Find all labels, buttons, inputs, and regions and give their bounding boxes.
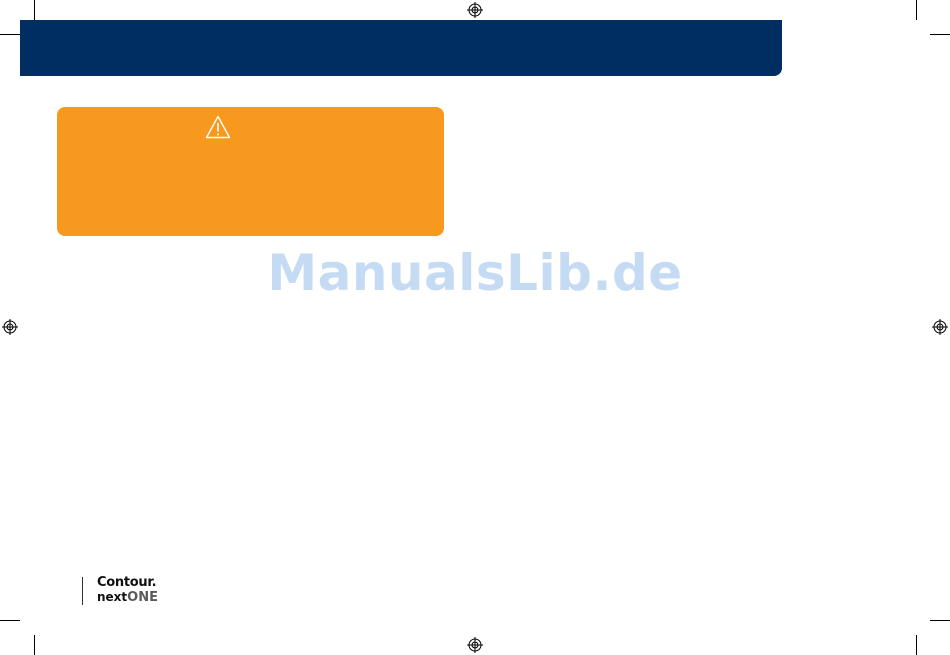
header-band [20,20,782,76]
crop-mark-bottom-left [34,635,35,655]
registration-mark-icon [2,319,18,335]
logo-next-text: next [97,590,128,604]
logo-contour-text: Contour. [97,575,157,590]
crop-mark-bottom-right [916,635,917,655]
logo-one-text: ONE [127,590,158,605]
logo-divider [82,577,83,605]
registration-mark-icon [467,2,483,18]
registration-mark-icon [932,319,948,335]
watermark-text: ManualsLib.de [267,244,683,302]
crop-mark-left-bottom [0,620,20,621]
warning-triangle-icon [205,115,231,139]
crop-mark-left-top [0,34,20,35]
product-logo: Contour. nextONE [97,576,158,605]
crop-mark-right-top [930,34,950,35]
warning-box [57,107,444,236]
crop-mark-right-bottom [930,620,950,621]
crop-mark-top-right [916,0,917,20]
registration-mark-icon [467,637,483,653]
crop-mark-top-left [34,0,35,20]
